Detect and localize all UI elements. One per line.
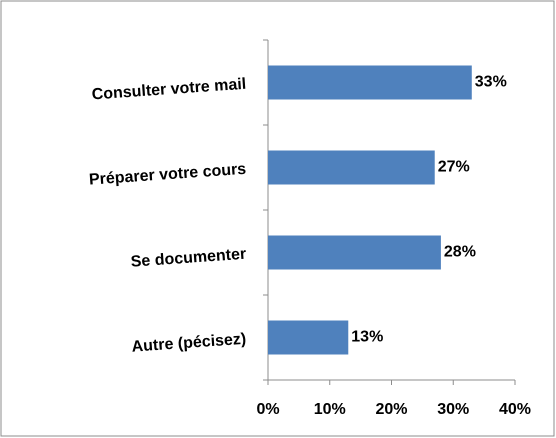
bar [268, 235, 441, 270]
value-label: 33% [475, 74, 507, 91]
bar [268, 150, 435, 185]
x-tick-label: 10% [314, 401, 346, 418]
x-tick-label: 40% [499, 401, 531, 418]
bar [268, 65, 472, 100]
value-label: 13% [351, 329, 383, 346]
value-label: 27% [438, 159, 470, 176]
bar [268, 320, 349, 355]
x-tick-label: 20% [375, 401, 407, 418]
value-label: 28% [444, 244, 476, 261]
x-tick-label: 0% [256, 401, 279, 418]
x-tick-label: 30% [437, 401, 469, 418]
